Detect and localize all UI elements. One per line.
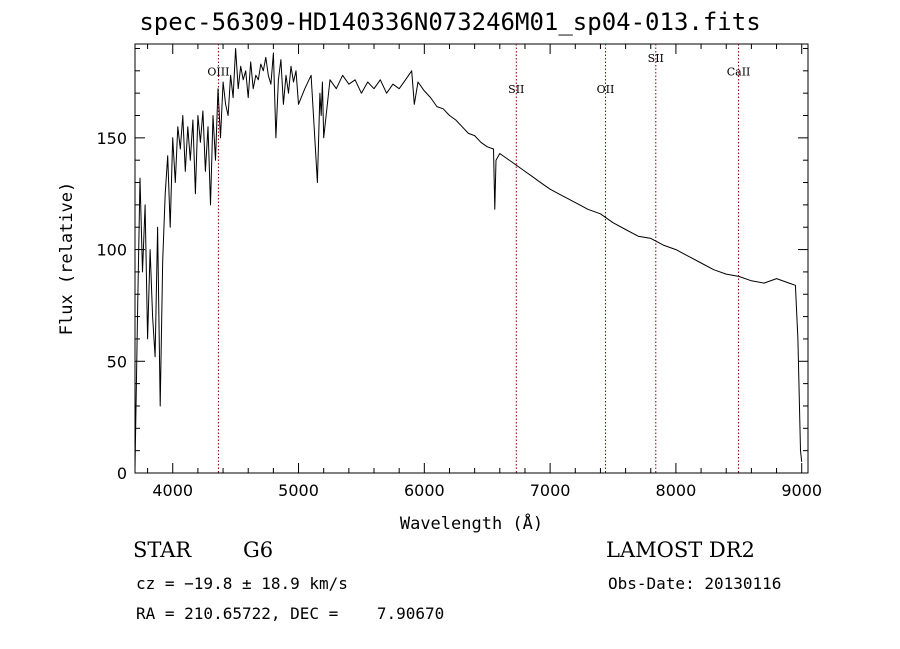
redshift-readout: cz = −19.8 ± 18.9 km/s <box>136 574 348 593</box>
y-axis-label: Flux (relative) <box>57 182 77 336</box>
x-tick-label: 7000 <box>530 481 571 500</box>
x-tick-label: 6000 <box>404 481 445 500</box>
y-tick-label: 0 <box>117 464 127 483</box>
coordinates-readout: RA = 210.65722, DEC = 7.90670 <box>136 604 445 623</box>
y-tick-label: 50 <box>107 352 127 371</box>
axis-labels: 4000 5000 6000 7000 8000 9000 0 50 100 150 Wavelen… <box>57 129 822 534</box>
observation-date: Obs-Date: 20130116 <box>608 574 782 593</box>
x-tick-label: 9000 <box>781 481 822 500</box>
spectrum-series <box>134 48 803 469</box>
emission-line-markers: OIII SII OII SII CaII <box>207 44 750 473</box>
line-label-caii: CaII <box>727 65 751 78</box>
line-label-sii: SII <box>508 83 524 96</box>
line-label-oii: OII <box>597 83 615 96</box>
object-subclass: G6 <box>243 538 274 562</box>
axes <box>134 43 809 474</box>
x-tick-label: 8000 <box>656 481 697 500</box>
survey-name: LAMOST DR2 <box>606 538 755 562</box>
y-tick-label: 100 <box>96 241 127 260</box>
plot-frame <box>134 43 809 474</box>
x-tick-label: 4000 <box>152 481 193 500</box>
chart-title: spec-56309-HD140336N073246M01_sp04-013.f… <box>139 8 761 36</box>
x-tick-label: 5000 <box>278 481 319 500</box>
line-label-sii: SII <box>648 52 664 65</box>
x-axis-label: Wavelength (Å) <box>400 512 543 534</box>
object-type: STAR <box>133 538 192 562</box>
line-label-oiii: OIII <box>207 65 229 78</box>
series-line-flux <box>134 48 803 469</box>
y-tick-label: 150 <box>96 129 127 148</box>
